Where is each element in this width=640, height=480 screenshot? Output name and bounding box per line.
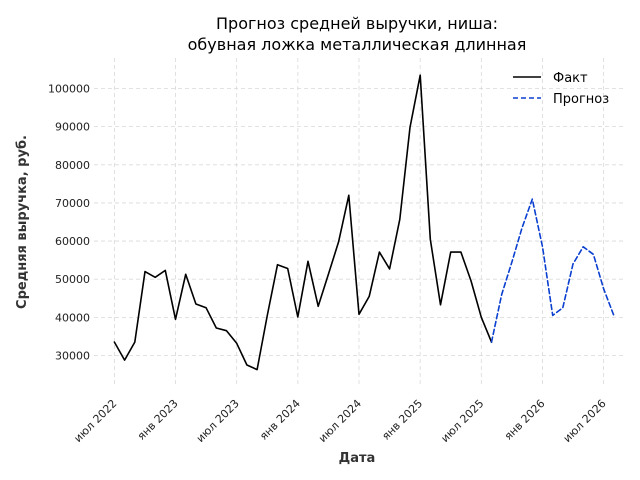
y-tick-label: 70000: [55, 197, 90, 210]
x-tick-label: июл 2025: [438, 397, 486, 445]
x-tick-label: июл 2022: [71, 397, 119, 445]
y-tick-label: 60000: [55, 235, 90, 248]
y-tick-label: 40000: [55, 311, 90, 324]
x-axis-label: Дата: [339, 451, 376, 466]
y-tick-label: 80000: [55, 159, 90, 172]
x-tick-label: июл 2023: [194, 397, 242, 445]
x-tick-label: янв 2023: [135, 397, 181, 443]
y-tick-label: 50000: [55, 273, 90, 286]
y-tick-label: 30000: [55, 349, 90, 362]
series-line-forecast: [490, 198, 615, 343]
x-tick-label: янв 2025: [379, 397, 425, 443]
x-axis-ticks: июл 2022 янв 2023 июл 2023 янв 2024 июл 2024…: [71, 397, 608, 445]
legend: Факт Прогноз: [513, 71, 609, 107]
x-tick-label: июл 2026: [561, 397, 609, 445]
y-tick-label: 100000: [48, 83, 90, 96]
chart-title-line-1: Прогноз средней выручки, ниша:: [216, 14, 498, 33]
legend-label-forecast: Прогноз: [553, 92, 609, 107]
series-lines: [113, 74, 615, 371]
y-axis-ticks: 30000 40000 50000 60000 70000 80000 90000 10000…: [48, 83, 90, 363]
x-tick-label: июл 2024: [316, 397, 364, 445]
grid: [94, 58, 624, 386]
x-tick-label: янв 2024: [257, 397, 303, 443]
x-tick-label: янв 2026: [502, 397, 548, 443]
chart-title-line-2: обувная ложка металлическая длинная: [188, 35, 527, 54]
y-axis-label: Средняя выручка, руб.: [15, 135, 30, 309]
legend-label-fact: Факт: [553, 71, 588, 86]
series-line-fact: [113, 74, 493, 371]
y-tick-label: 90000: [55, 121, 90, 134]
